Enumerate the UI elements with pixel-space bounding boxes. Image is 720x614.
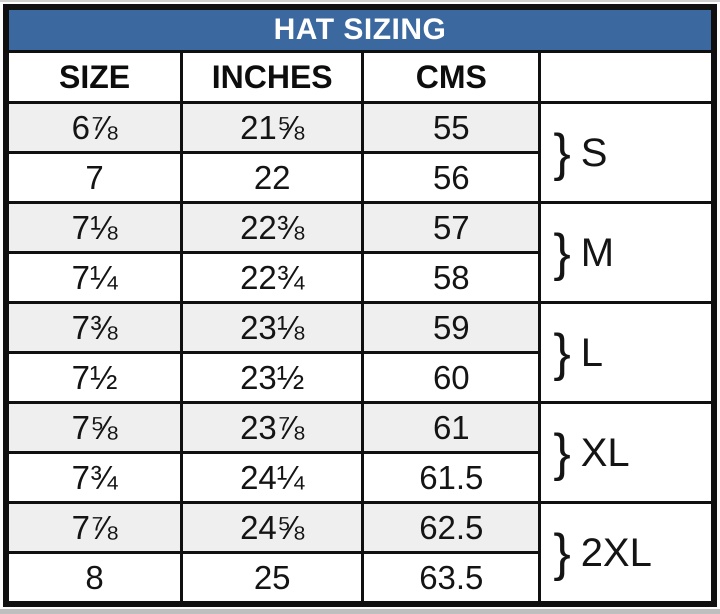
inches-cell: 23⅞ [180,401,365,454]
size-cell: 8 [4,551,184,606]
size-group-cell: } XL [538,401,716,504]
size-group-label: 2XL [580,530,652,575]
table-title: HAT SIZING [4,5,716,53]
hat-sizing-table: HAT SIZING SIZE INCHES CMS 6⅞ 21⅝ 55} S 7 22 5… [3,4,717,607]
cms-cell: 57 [361,201,542,254]
cms-cell: 56 [361,151,542,204]
size-group-cell: } 2XL [538,501,716,606]
inches-cell: 22 [180,151,365,204]
inches-cell: 23½ [180,351,365,404]
table-row: 7⅛ 22⅜ 57} M [4,201,716,304]
cms-cell: 63.5 [361,551,542,606]
column-header-empty [538,50,716,104]
brace-glyph: } [553,223,571,282]
column-header-cms: CMS [361,50,542,104]
cms-cell: 58 [361,251,542,304]
cms-cell: 61 [361,401,542,454]
column-header-size: SIZE [4,50,184,104]
brace-glyph: } [553,323,571,382]
size-cell: 7⅛ [4,201,184,254]
inches-cell: 25 [180,551,365,606]
inches-cell: 21⅝ [180,101,365,154]
size-group: } M [553,227,711,279]
inches-cell: 22¾ [180,251,365,304]
table-row: 7¾ 24¼ 61.5 [4,451,714,504]
column-header-inches: INCHES [180,50,365,104]
size-cell: 7½ [4,351,184,404]
inches-cell: 22⅜ [180,201,365,254]
cms-cell: 59 [361,301,542,354]
cms-cell: 55 [361,101,542,154]
table-row: 7⅝ 23⅞ 61} XL [4,401,716,504]
size-cell: 7⅞ [4,501,184,554]
size-cell: 7¾ [4,451,184,504]
table-row: 7 22 56 [4,151,714,204]
size-group-cell: } M [538,201,716,304]
size-group-label: L [580,330,603,375]
size-group-label: XL [580,430,630,475]
column-header-row: SIZE INCHES CMS [4,50,716,104]
size-group-label: M [580,230,615,275]
size-cell: 7⅜ [4,301,184,354]
inches-cell: 24¼ [180,451,365,504]
size-cell: 7 [4,151,184,204]
brace-glyph: } [553,423,571,482]
table-row: 7½ 23½ 60 [4,351,714,404]
size-group: } L [553,327,711,379]
size-group: } XL [553,427,711,479]
table-row: 8 25 63.5 [4,551,714,606]
table-row: 7⅜ 23⅛ 59} L [4,301,716,404]
cms-cell: 61.5 [361,451,542,504]
inches-cell: 23⅛ [180,301,365,354]
size-cell: 7⅝ [4,401,184,454]
size-cell: 7¼ [4,251,184,304]
inches-cell: 24⅝ [180,501,365,554]
size-group-cell: } L [538,301,716,404]
size-cell: 6⅞ [4,101,184,154]
size-group: } S [553,127,711,179]
cms-cell: 60 [361,351,542,404]
size-group-label: S [580,130,608,175]
table-row: 7¼ 22¾ 58 [4,251,714,304]
table-head: HAT SIZING SIZE INCHES CMS [4,5,716,104]
brace-glyph: } [553,523,571,582]
cms-cell: 62.5 [361,501,542,554]
table-body: 6⅞ 21⅝ 55} S 7 22 56 7⅛ 22⅜ 57} M 7¼ 22¾ 58 7⅜ 23⅛ 59} L 7… [4,101,716,606]
title-row: HAT SIZING [4,5,716,53]
size-group: } 2XL [553,527,711,579]
brace-glyph: } [553,123,571,182]
table-row: 6⅞ 21⅝ 55} S [4,101,716,204]
size-group-cell: } S [538,101,716,204]
table-row: 7⅞ 24⅝ 62.5} 2XL [4,501,716,606]
